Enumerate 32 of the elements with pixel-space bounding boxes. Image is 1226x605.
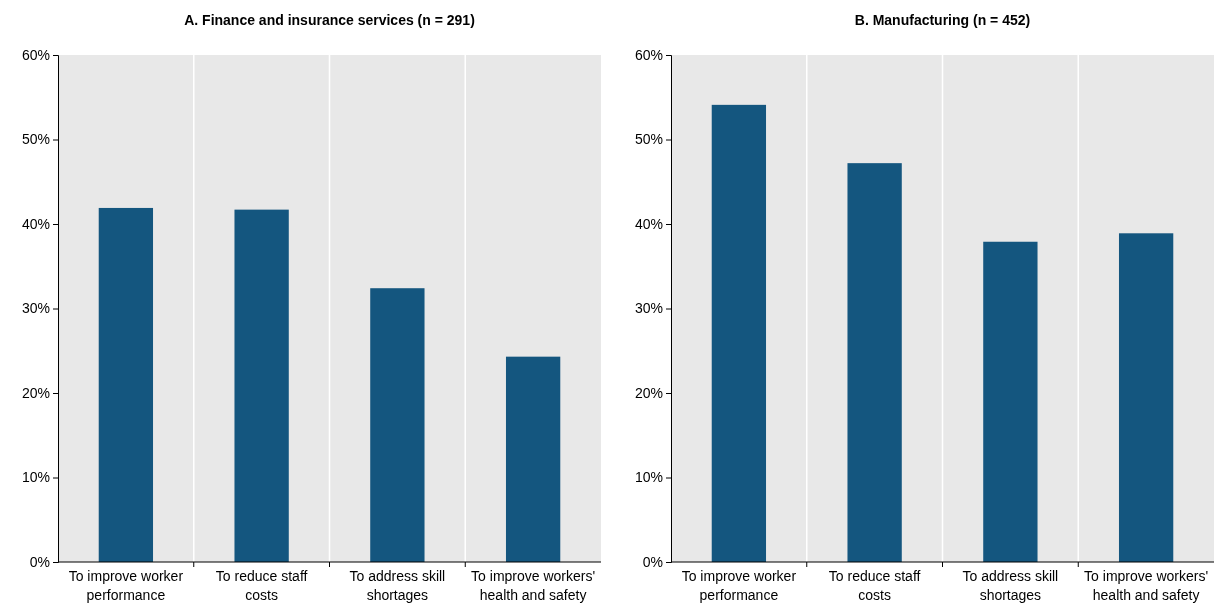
y-tick-label: 40% — [634, 215, 663, 232]
bar — [847, 163, 902, 562]
x-tick-label: To reduce staff costs — [215, 568, 308, 603]
x-tick-label: To improve worker performance — [68, 568, 184, 603]
bar — [234, 209, 289, 562]
bar — [370, 288, 425, 562]
y-tick-label: 10% — [634, 469, 663, 486]
x-tick-label: To reduce staff costs — [828, 568, 921, 603]
bar — [711, 104, 767, 562]
x-tick-label: To address skill shortages — [962, 568, 1059, 603]
y-tick-label: 40% — [21, 215, 50, 232]
chart-title: B. Manufacturing (n = 452) — [854, 12, 1031, 28]
bar — [505, 356, 561, 562]
x-tick-label: To improve worker performance — [681, 568, 797, 603]
y-tick-label: 30% — [21, 300, 50, 317]
y-tick-label: 20% — [21, 384, 50, 401]
bar — [98, 207, 154, 562]
y-tick-label: 60% — [634, 46, 663, 63]
y-tick-label: 50% — [634, 131, 663, 148]
y-tick-label: 0% — [29, 553, 50, 570]
x-tick-label: To address skill shortages — [349, 568, 446, 603]
x-tick-label: To improve workers' health and safety — [471, 568, 596, 603]
y-tick-label: 20% — [634, 384, 663, 401]
y-tick-label: 60% — [21, 46, 50, 63]
x-tick-label: To improve workers' health and safety — [1084, 568, 1209, 603]
y-tick-label: 30% — [634, 300, 663, 317]
y-tick-label: 50% — [21, 131, 50, 148]
y-tick-label: 10% — [21, 469, 50, 486]
chart-title: A. Finance and insurance services (n = 291) — [184, 12, 475, 28]
y-tick-label: 0% — [642, 553, 663, 570]
bar — [983, 241, 1038, 562]
bar — [1118, 233, 1174, 562]
